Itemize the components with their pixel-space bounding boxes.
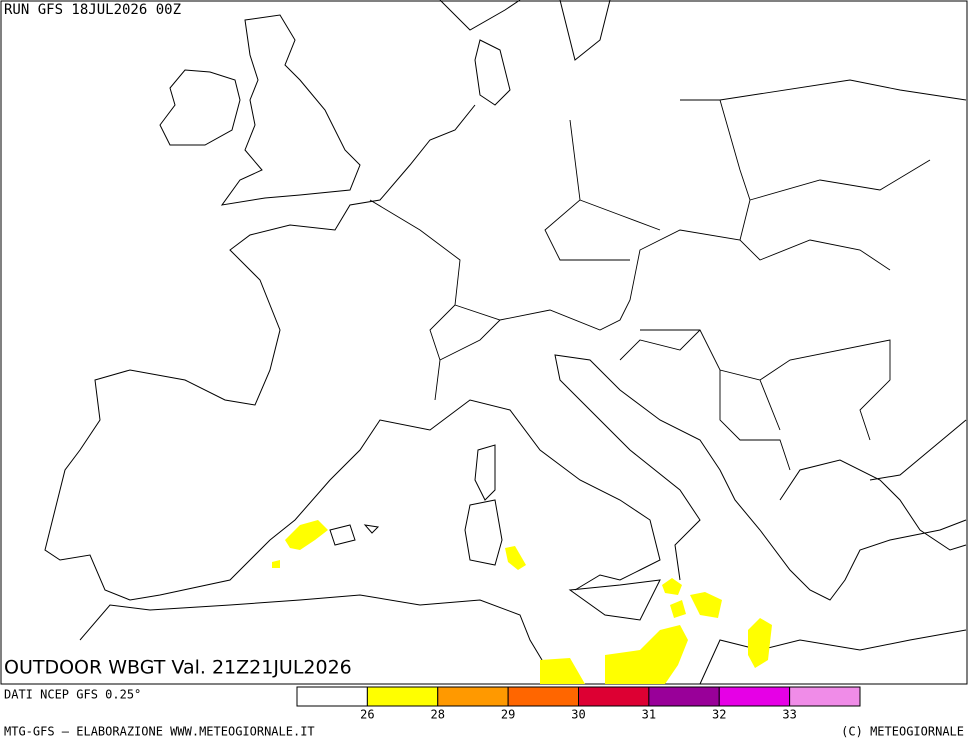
legend-swatch [718, 686, 791, 707]
map-title: OUTDOOR WBGT Val. 21Z21JUL2026 [4, 657, 352, 679]
credit-label: MTG-GFS — ELABORAZIONE WWW.METEOGIORNALE… [4, 725, 315, 739]
legend-swatch [578, 686, 650, 707]
legend-tick-label: 29 [501, 708, 515, 722]
coastline [779, 419, 967, 551]
border [369, 79, 967, 471]
legend-swatch [437, 686, 509, 707]
wbgt-area [540, 625, 688, 684]
copyright-label: (C) METEOGIORNALE [841, 725, 964, 739]
coastline [568, 579, 661, 621]
legend-swatch [507, 686, 579, 707]
legend: 26 28 29 30 31 32 33 [296, 686, 861, 722]
map: RUN GFS 18JUL2026 00Z OUTDOOR WBGT Val. … [0, 0, 968, 685]
legend-tick-label: 31 [642, 708, 656, 722]
legend-tick-label: 33 [782, 708, 796, 722]
coastline [79, 594, 967, 685]
run-label: RUN GFS 18JUL2026 00Z [4, 2, 181, 18]
coastline [220, 14, 361, 206]
legend-swatch [366, 686, 439, 707]
legend-tick-label: 32 [712, 708, 726, 722]
legend-swatch [296, 686, 368, 707]
map-frame [0, 0, 968, 685]
footer: DATI NCEP GFS 0.25° MTG-GFS — ELABORAZIO… [4, 686, 964, 739]
coastline [329, 524, 380, 546]
legend-tick-label: 30 [571, 708, 585, 722]
coastline [44, 104, 661, 601]
legend-tick-label: 26 [360, 708, 374, 722]
coastline [464, 499, 503, 566]
coastline [159, 69, 241, 146]
wbgt-area [662, 578, 722, 618]
coastline [474, 444, 496, 501]
legend-swatch [648, 686, 720, 707]
legend-tick-label: 28 [431, 708, 445, 722]
source-label: DATI NCEP GFS 0.25° [4, 688, 141, 702]
wbgt-area [505, 546, 526, 570]
coastline [439, 0, 611, 106]
wbgt-area [272, 520, 328, 568]
coastline [554, 354, 967, 601]
wbgt-area [748, 618, 772, 668]
legend-swatch [789, 686, 861, 707]
